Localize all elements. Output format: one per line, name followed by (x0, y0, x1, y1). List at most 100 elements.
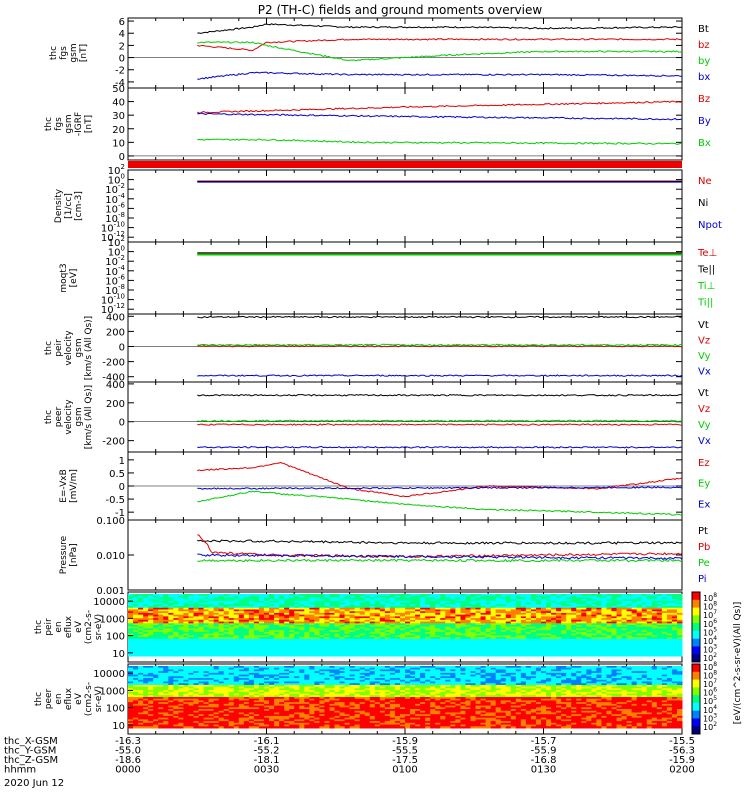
flag-bar (128, 161, 682, 168)
y-tick-label: 6 (119, 17, 125, 28)
series-line-By (197, 112, 683, 121)
y-axis-label-line: velocity (64, 399, 74, 435)
y-axis-label: thc peer en eflux eV (cm2-s-sr-eV) (34, 682, 104, 716)
x-axis: thc_X-GSM -16.3 -16.1 -15.9 -15.7 -15.5 thc_Y-… (4, 736, 695, 789)
legend-entry: Vt (698, 388, 709, 399)
x-axis-value: -55.0 (115, 746, 141, 757)
y-tick-label: 10 (112, 138, 125, 149)
y-axis-label-line: gsm (74, 338, 84, 357)
series-line-Vy (197, 343, 683, 347)
legend-entry: Ez (698, 458, 710, 469)
x-axis-value: 0100 (392, 765, 417, 776)
series-line-Pi (197, 553, 683, 561)
x-axis-value: 0030 (254, 765, 279, 776)
legend-entry: Te⊥ (697, 248, 717, 259)
x-axis-value: -15.7 (531, 736, 557, 747)
x-axis-value: -56.3 (669, 746, 695, 757)
legend-entry: Vz (698, 336, 710, 347)
y-axis-label-line: thc (44, 410, 54, 424)
y-tick-label: 0 (119, 482, 125, 493)
colorbar-tick-label: 103 (703, 644, 717, 655)
y-axis-label-line: -IGRF (74, 112, 84, 136)
colorbar-tick-label: 104 (703, 635, 717, 646)
x-axis-value: -15.5 (669, 736, 695, 747)
panel-2: Density [1/cc] [cm-3]10210010-210-410-610-… (54, 163, 722, 244)
y-axis-label: thc peir velocity gsm [km/s (All Qs)] (44, 316, 94, 380)
x-axis-value: 0000 (115, 765, 140, 776)
y-axis-label-line: Density (54, 188, 64, 223)
legend-entry: Vz (698, 404, 710, 415)
legend-entry: Pe (698, 558, 710, 569)
y-axis-label-line: (cm2-s- (84, 682, 94, 716)
panel-frame (127, 87, 683, 161)
y-axis-label-line: [eV] (69, 269, 79, 288)
legend-entry: Ex (698, 499, 710, 510)
y-axis-label-line: eV (74, 692, 84, 705)
page-title: P2 (TH-C) fields and ground moments over… (258, 3, 543, 17)
legend-entry: Vt (698, 320, 709, 331)
colorbar-tick-label: 108 (703, 601, 717, 612)
x-axis-value: -55.9 (531, 746, 557, 757)
series-line-Vy (197, 419, 683, 423)
legend-entry: Vy (698, 420, 711, 431)
legend-entry: Pb (698, 542, 710, 553)
colorbar-tick-label: 107 (703, 678, 717, 689)
y-axis-label-line: [km/s (All Qs)] (84, 385, 94, 449)
y-axis-label-line: eV (74, 620, 84, 633)
y-tick-label: 0.010 (96, 551, 125, 562)
legend-entry: bx (698, 72, 710, 83)
legend-entry: by (698, 56, 710, 67)
x-axis-value: -17.5 (392, 755, 418, 766)
panel-8: thc peir en eflux eV (cm2-s-sr-eV) 10 100 1000 10… (34, 591, 683, 663)
y-axis-label-line: thc (34, 692, 44, 706)
colorbar: 1081081071061051041031021081081071061051… (691, 591, 743, 735)
y-tick-label: -0.5 (105, 495, 125, 506)
y-axis-label-line: [cm-3] (74, 191, 84, 221)
colorbar-tick-label: 108 (703, 669, 717, 680)
series-line-Vx (197, 374, 683, 377)
x-axis-row-label: hhmm (4, 765, 36, 776)
y-axis-label-line: sr-eV) (94, 614, 104, 640)
y-tick-label: 100 (106, 704, 125, 715)
y-axis-label-line: fgs (54, 117, 64, 131)
legend-entry: Npot (698, 220, 722, 231)
y-axis-label-line: fgs (59, 46, 69, 60)
y-tick-label: 4 (119, 29, 125, 40)
series-line-Vz (197, 423, 683, 426)
y-tick-label: -200 (102, 437, 125, 448)
colorbar-tick-label: 106 (703, 618, 717, 629)
x-axis-row-label: thc_Z-GSM (4, 755, 58, 766)
series-line-Ex (197, 486, 683, 490)
panel-1: thc fgs gsm -IGRF [nT] 0 10 20 30 40 50 Bz By Bx (44, 84, 711, 163)
legend-entry: Te|| (697, 265, 715, 276)
series-line-bz (197, 37, 683, 52)
panel-6: E=-VxB [mV/m] -1 -0.5 0 0.5 1 Ez Ey Ex (59, 451, 710, 521)
x-axis-value: -18.6 (115, 755, 141, 766)
y-tick-label: 200 (106, 327, 125, 338)
legend-entry: Bz (698, 94, 710, 105)
y-axis-label-line: thc (34, 620, 44, 634)
y-tick-label: 1000 (100, 686, 125, 697)
y-axis-label-line: eflux (64, 687, 74, 710)
panel-frame (127, 313, 683, 383)
y-axis-label-line: sr-eV) (94, 686, 104, 712)
y-axis-label-line: eflux (64, 615, 74, 638)
y-axis-label-line: peir (54, 339, 64, 357)
x-axis-value: -15.9 (392, 736, 418, 747)
y-tick-label: 200 (106, 399, 125, 410)
colorbar-tick-label: 106 (703, 687, 717, 698)
colorbar-label: [eV/(cm^2-s-sr-eV)(All Qs)] (733, 602, 743, 725)
y-tick-label: 0.5 (109, 469, 125, 480)
y-axis-label: thc fgs gsm [nT] (49, 43, 89, 62)
series-line-Vz (197, 344, 683, 348)
y-tick-label: 20 (112, 125, 125, 136)
y-tick-label: 40 (112, 98, 125, 109)
y-tick-label: 1000 (100, 614, 125, 625)
legend-entry: Ey (698, 479, 710, 490)
y-axis-label: E=-VxB [mV/m] (59, 469, 79, 503)
legend-entry: By (698, 116, 711, 127)
y-tick-label: 100 (106, 632, 125, 643)
y-axis-label-line: gsm (64, 114, 74, 133)
series-line-Ey (197, 490, 683, 516)
